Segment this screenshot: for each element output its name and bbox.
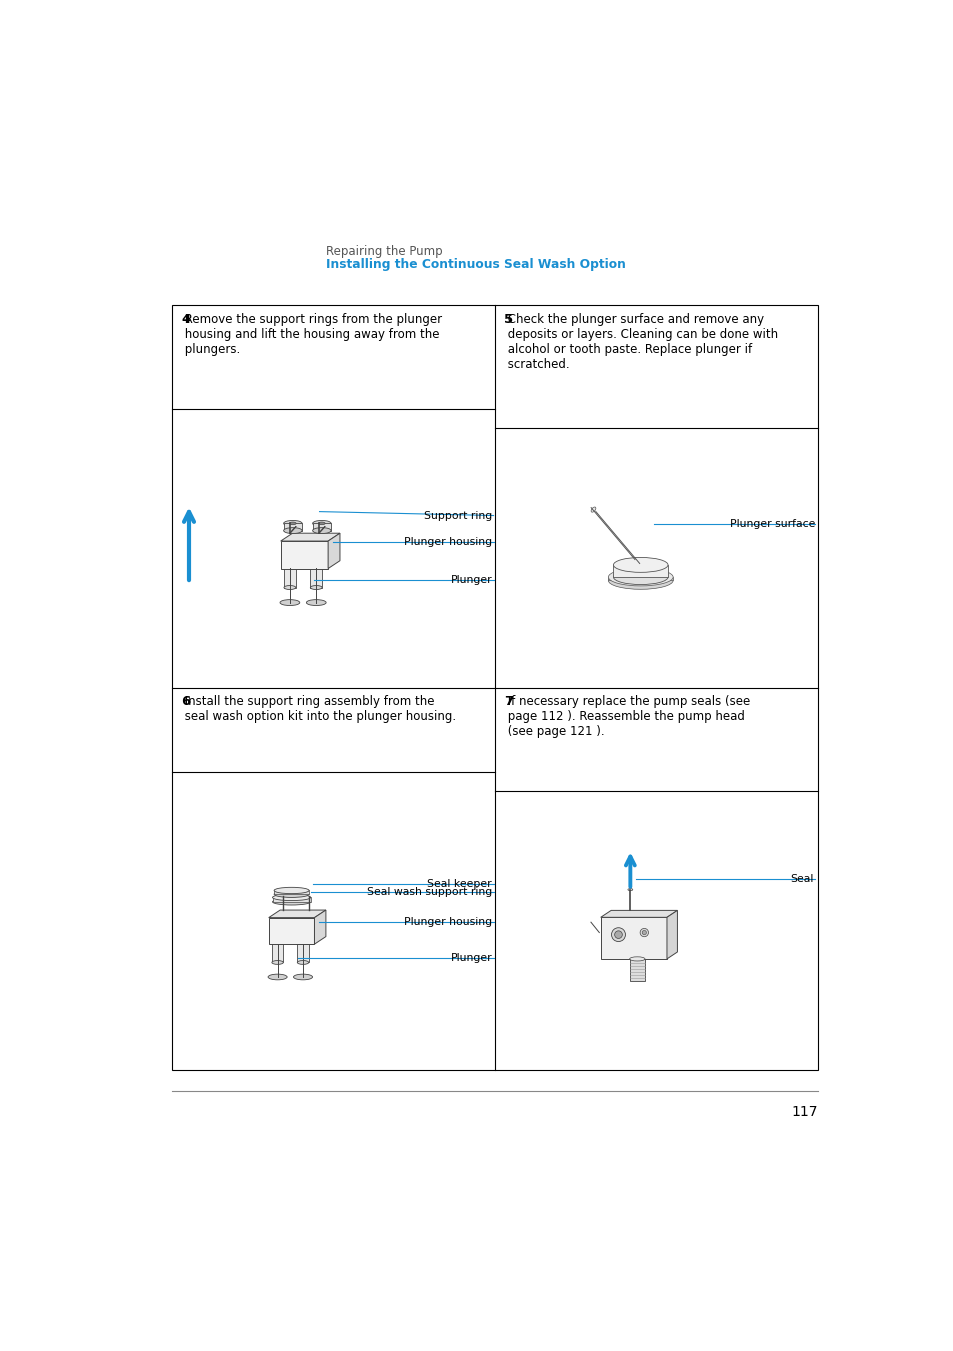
Polygon shape	[600, 911, 677, 917]
Polygon shape	[613, 565, 667, 577]
Text: Seal: Seal	[789, 874, 813, 884]
Text: 117: 117	[791, 1105, 818, 1119]
Bar	[272, 943, 283, 962]
Ellipse shape	[591, 507, 596, 512]
Ellipse shape	[297, 942, 309, 946]
Text: Seal keeper: Seal keeper	[427, 878, 492, 889]
Bar	[310, 567, 322, 588]
Ellipse shape	[310, 566, 322, 570]
Ellipse shape	[608, 571, 673, 589]
Ellipse shape	[310, 585, 322, 589]
Bar	[269, 917, 314, 944]
Bar	[273, 897, 311, 902]
Ellipse shape	[273, 898, 311, 905]
Text: Plunger housing: Plunger housing	[403, 538, 492, 547]
Ellipse shape	[313, 528, 331, 534]
Ellipse shape	[283, 520, 302, 527]
Text: Plunger housing: Plunger housing	[403, 917, 492, 927]
Ellipse shape	[613, 558, 667, 573]
Polygon shape	[666, 911, 677, 959]
Ellipse shape	[274, 888, 309, 893]
Bar	[280, 540, 328, 569]
Ellipse shape	[313, 520, 331, 527]
Ellipse shape	[272, 961, 283, 965]
Bar	[629, 959, 644, 981]
Text: If necessary replace the pump seals (see
 page 112 ). Reassemble the pump head
 : If necessary replace the pump seals (see…	[504, 696, 750, 739]
Bar	[274, 890, 309, 894]
Text: Seal wash support ring: Seal wash support ring	[366, 888, 492, 897]
Ellipse shape	[290, 521, 295, 524]
Text: Plunger surface: Plunger surface	[729, 519, 815, 530]
Ellipse shape	[608, 569, 673, 586]
Text: Remove the support rings from the plunger
 housing and lift the housing away fro: Remove the support rings from the plunge…	[181, 313, 442, 357]
Ellipse shape	[283, 528, 302, 534]
Polygon shape	[314, 911, 326, 944]
Ellipse shape	[272, 942, 283, 946]
Ellipse shape	[318, 521, 325, 524]
Text: 7: 7	[504, 696, 513, 708]
Circle shape	[614, 931, 621, 939]
Text: Installing the Continuous Seal Wash Option: Installing the Continuous Seal Wash Opti…	[326, 258, 625, 272]
Polygon shape	[280, 534, 339, 540]
Circle shape	[611, 928, 625, 942]
Ellipse shape	[284, 585, 295, 589]
Polygon shape	[608, 577, 673, 581]
Bar	[313, 523, 331, 531]
Ellipse shape	[613, 570, 667, 585]
Text: Install the support ring assembly from the
 seal wash option kit into the plunge: Install the support ring assembly from t…	[181, 696, 456, 723]
Ellipse shape	[629, 957, 644, 961]
Circle shape	[639, 928, 648, 936]
Ellipse shape	[294, 974, 313, 979]
Polygon shape	[328, 534, 339, 569]
Text: Plunger: Plunger	[450, 952, 492, 963]
Ellipse shape	[274, 892, 309, 897]
Text: 5: 5	[504, 313, 513, 326]
Polygon shape	[269, 911, 326, 917]
Bar	[284, 567, 295, 588]
Text: Check the plunger surface and remove any
 deposits or layers. Cleaning can be do: Check the plunger surface and remove any…	[504, 313, 778, 372]
Bar	[172, 305, 818, 1070]
Text: Repairing the Pump: Repairing the Pump	[326, 246, 442, 258]
Ellipse shape	[284, 566, 295, 570]
Text: Support ring: Support ring	[423, 511, 492, 520]
Bar	[600, 917, 666, 959]
Text: 4: 4	[181, 313, 191, 326]
Circle shape	[641, 931, 646, 935]
Bar	[297, 943, 309, 962]
Text: 6: 6	[181, 696, 191, 708]
Bar	[283, 523, 302, 531]
Ellipse shape	[627, 889, 632, 890]
Ellipse shape	[280, 600, 299, 605]
Ellipse shape	[297, 961, 309, 965]
Ellipse shape	[268, 974, 287, 979]
Ellipse shape	[306, 600, 326, 605]
Ellipse shape	[273, 894, 311, 901]
Text: Plunger: Plunger	[450, 574, 492, 585]
